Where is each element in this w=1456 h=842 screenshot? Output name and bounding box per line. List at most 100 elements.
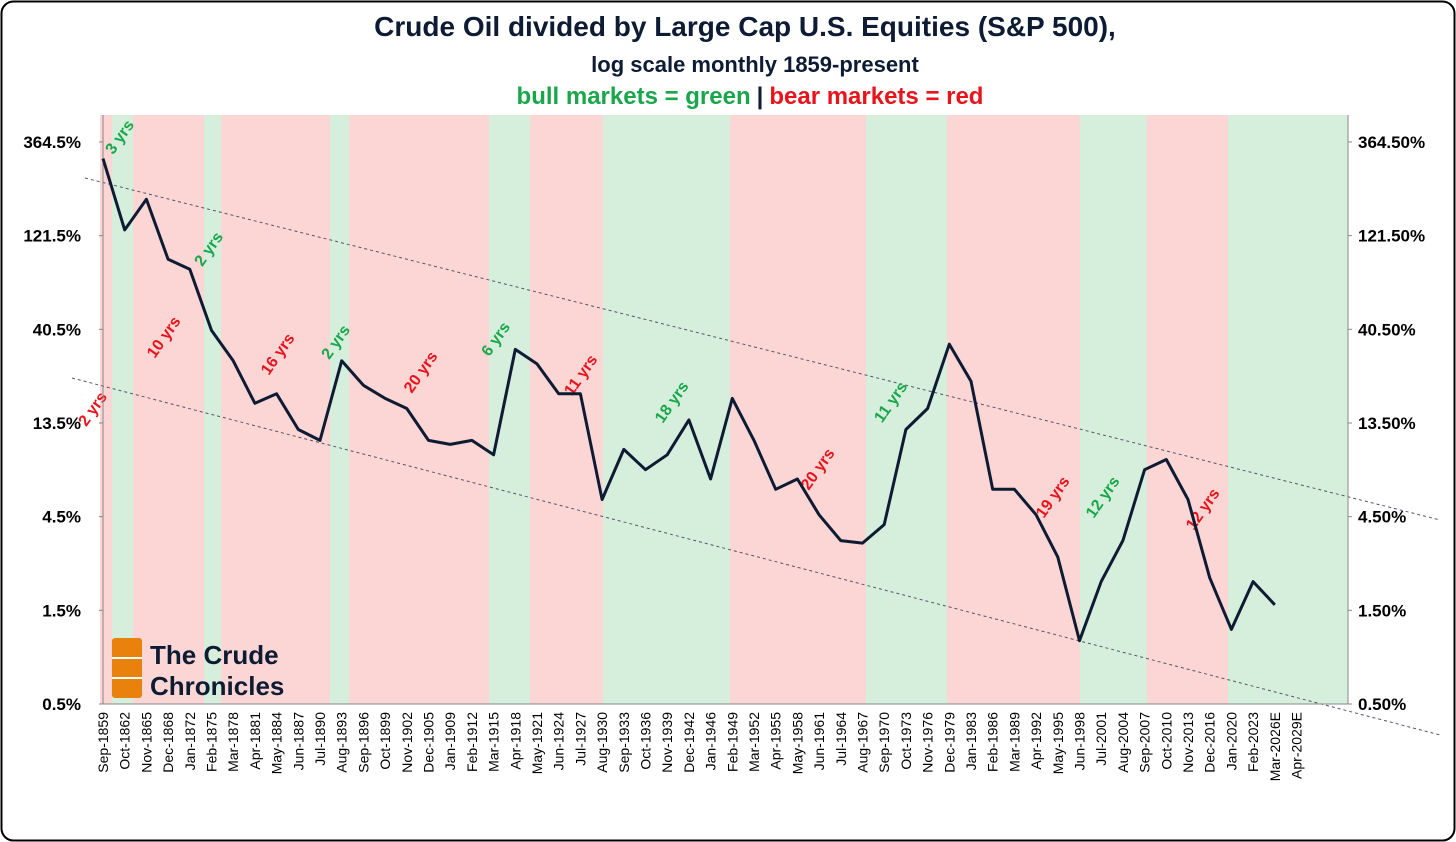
region-band [1147, 115, 1228, 704]
x-tick-label: Mar-1915 [486, 712, 502, 772]
y2-tick-label: 0.50% [1358, 695, 1406, 714]
x-tick-label: Jan-1909 [442, 712, 458, 771]
x-tick-label: Oct-2010 [1158, 712, 1174, 770]
y-tick-label: 1.5% [42, 601, 81, 620]
y-tick-label: 0.5% [42, 695, 81, 714]
x-tick-label: Mar-2026E [1267, 712, 1283, 781]
x-tick-label: Aug-2004 [1115, 712, 1131, 773]
y-tick-label: 40.5% [33, 320, 81, 339]
x-tick-label: Apr-1881 [247, 712, 263, 770]
x-tick-label: Oct-1899 [377, 712, 393, 770]
region-band [530, 115, 603, 704]
x-tick-label: Nov-1902 [399, 712, 415, 773]
x-tick-label: Sep-1933 [616, 712, 632, 773]
x-tick-label: Sep-2007 [1137, 712, 1153, 773]
y-tick-label: 364.5% [23, 133, 81, 152]
y2-tick-label: 40.50% [1358, 320, 1416, 339]
region-band [603, 115, 730, 704]
x-tick-label: Jun-1924 [551, 712, 567, 771]
x-tick-label: Jul-1890 [312, 712, 328, 766]
x-tick-label: Jan-1983 [963, 712, 979, 771]
legend: bull markets = green | bear markets = red [517, 83, 984, 110]
y-tick-label: 4.5% [42, 508, 81, 527]
region-band [866, 115, 947, 704]
x-tick-label: Jun-1998 [1072, 712, 1088, 771]
x-tick-label: Jul-1964 [833, 712, 849, 766]
x-tick-label: Nov-2013 [1180, 712, 1196, 773]
region-band [730, 115, 866, 704]
x-tick-label: Jan-1872 [182, 712, 198, 771]
legend-bull: bull markets = green [517, 83, 751, 110]
x-tick-label: May-1884 [269, 712, 285, 774]
x-tick-label: Jun-1961 [811, 712, 827, 771]
x-tick-label: Aug-1967 [855, 712, 871, 773]
x-tick-label: Apr-1918 [507, 712, 523, 770]
x-tick-label: Nov-1976 [920, 712, 936, 773]
x-tick-label: Jul-1927 [572, 712, 588, 766]
x-tick-label: Mar-1989 [1006, 712, 1022, 772]
regions [100, 115, 1348, 704]
region-band [947, 115, 1080, 704]
chart-title: Crude Oil divided by Large Cap U.S. Equi… [374, 11, 1116, 42]
trend-line [71, 377, 1441, 736]
x-tick-label: Sep-1859 [95, 712, 111, 773]
x-tick-label: May-1995 [1050, 712, 1066, 774]
x-tick-label: Sep-1970 [876, 712, 892, 773]
data-line [101, 158, 1276, 643]
x-tick-label: Dec-1942 [681, 712, 697, 773]
x-tick-label: Oct-1862 [117, 712, 133, 770]
region-band [330, 115, 349, 704]
x-tick-label: Oct-1973 [898, 712, 914, 770]
x-tick-label: Sep-1896 [355, 712, 371, 773]
y2-tick-label: 1.50% [1358, 601, 1406, 620]
legend-bear: bear markets = red [769, 83, 983, 110]
logo-text: Chronicles [150, 671, 284, 701]
x-tick-label: Feb-1986 [985, 712, 1001, 772]
legend-separator: | [757, 83, 764, 110]
x-tick-label: Aug-1930 [594, 712, 610, 773]
x-tick-label: Apr-2029E [1289, 712, 1305, 779]
x-tick-label: Nov-1939 [659, 712, 675, 773]
region-band [1228, 115, 1348, 704]
y-tick-label: 13.5% [33, 414, 81, 433]
region-band [221, 115, 330, 704]
region-band [133, 115, 204, 704]
x-tick-label: Mar-1952 [746, 712, 762, 772]
region-band [204, 115, 221, 704]
x-tick-label: Oct-1936 [638, 712, 654, 770]
trend-line [84, 177, 1441, 521]
x-tick-label: Nov-1865 [138, 712, 154, 773]
logo-barrel [112, 638, 142, 698]
chart-subtitle: log scale monthly 1859-present [591, 52, 919, 77]
x-tick-label: Feb-1875 [204, 712, 220, 772]
logo: The Crude Chronicles [112, 638, 284, 701]
x-tick-label: Dec-1905 [421, 712, 437, 773]
logo-text: The Crude [150, 640, 279, 670]
region-band [489, 115, 530, 704]
x-tick-label: Feb-2023 [1245, 712, 1261, 772]
x-tick-label: Mar-1878 [225, 712, 241, 772]
x-tick-label: May-1958 [789, 712, 805, 774]
x-tick-label: May-1921 [529, 712, 545, 774]
y2-tick-label: 13.50% [1358, 414, 1416, 433]
y2-tick-label: 4.50% [1358, 508, 1406, 527]
x-tick-label: Apr-1955 [768, 712, 784, 770]
x-tick-label: Jan-1946 [703, 712, 719, 771]
x-tick-label: Feb-1949 [724, 712, 740, 772]
x-tick-label: Dec-1979 [941, 712, 957, 773]
y2-tick-label: 364.50% [1358, 133, 1425, 152]
y-tick-label: 121.5% [23, 227, 81, 246]
region-band [349, 115, 489, 704]
x-tick-label: Feb-1912 [464, 712, 480, 772]
x-tick-label: Aug-1893 [334, 712, 350, 773]
y2-tick-label: 121.50% [1358, 227, 1425, 246]
x-tick-label: Jun-1887 [290, 712, 306, 771]
x-tick-label: Dec-1868 [160, 712, 176, 773]
x-tick-label: Jan-2020 [1223, 712, 1239, 771]
region-band [112, 115, 133, 704]
x-tick-label: Jul-2001 [1093, 712, 1109, 766]
x-tick-label: Dec-2016 [1202, 712, 1218, 773]
x-tick-label: Apr-1992 [1028, 712, 1044, 770]
